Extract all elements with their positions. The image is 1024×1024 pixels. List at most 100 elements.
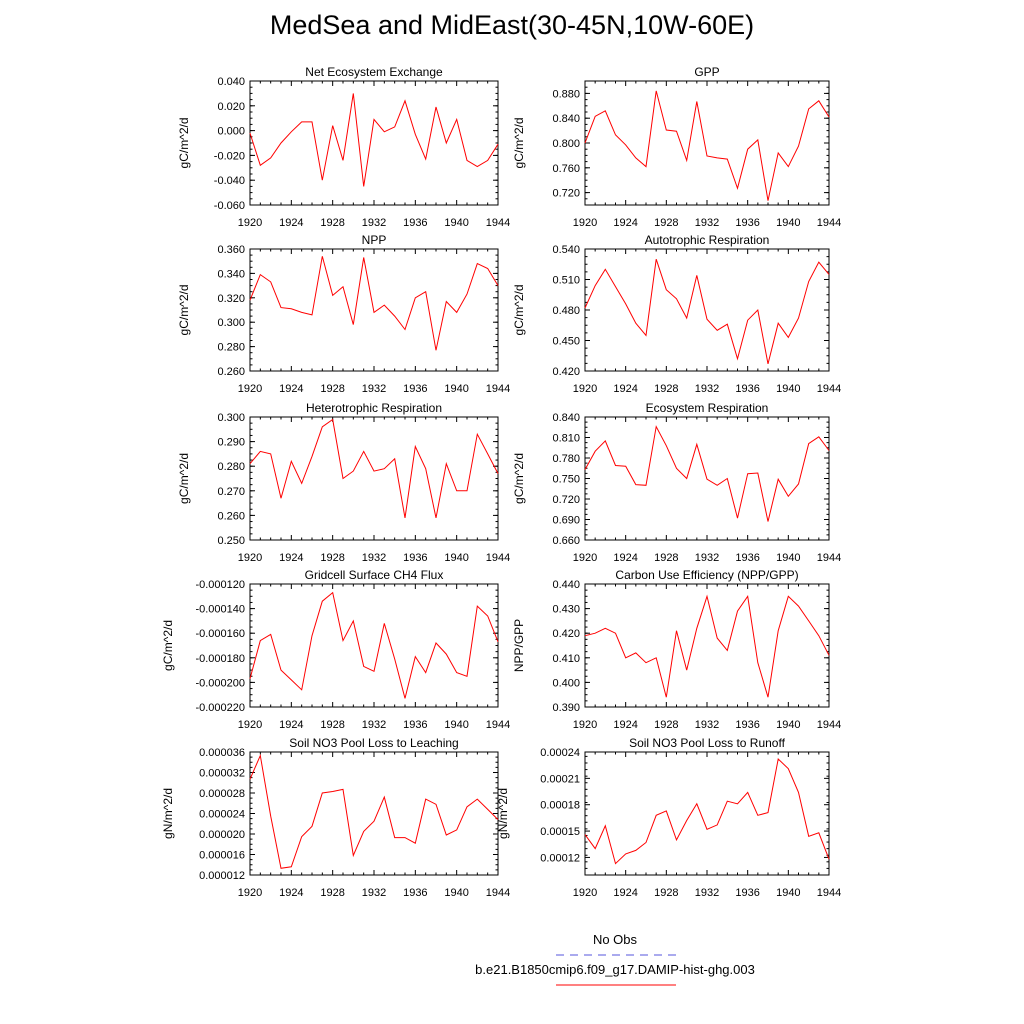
y-tick-label: 0.000024 [199, 809, 245, 821]
x-tick-label: 1936 [403, 887, 427, 899]
y-tick-label: 0.020 [217, 101, 245, 113]
x-tick-label: 1932 [695, 887, 719, 899]
x-tick-label: 1924 [279, 719, 303, 731]
y-tick-label: 0.260 [217, 510, 245, 522]
x-tick-label: 1936 [735, 719, 759, 731]
x-tick-label: 1932 [695, 217, 719, 229]
x-tick-label: 1944 [817, 719, 841, 731]
figure-title: MedSea and MidEast(30-45N,10W-60E) [269, 10, 755, 40]
y-tick-label: 0.390 [552, 702, 580, 714]
chart-panel: Ecosystem Respiration gC/m^2/d 0.840 0.810 0… [512, 401, 841, 564]
series-line [584, 425, 830, 522]
panel-title: Heterotrophic Respiration [306, 401, 442, 415]
y-tick-label: 0.440 [552, 579, 580, 591]
y-tick-label: 0.270 [217, 486, 245, 498]
x-tick-label: 1944 [486, 217, 510, 229]
series-line [584, 90, 830, 201]
panel-title: Gridcell Surface CH4 Flux [305, 568, 444, 582]
y-tick-label: 0.690 [552, 515, 580, 527]
plot-frame [584, 248, 830, 372]
chart-panel: Net Ecosystem Exchange gC/m^2/d 0.040 0.020… [177, 65, 510, 229]
y-tick-label: -0.040 [214, 175, 245, 187]
y-tick-label: 0.290 [217, 437, 245, 449]
series-line [249, 753, 499, 869]
x-tick-label: 1932 [362, 217, 386, 229]
x-tick-label: 1920 [573, 552, 597, 564]
series-line [249, 93, 499, 187]
x-tick-label: 1932 [362, 719, 386, 731]
x-tick-label: 1928 [320, 217, 344, 229]
panel-title: Autotrophic Respiration [645, 233, 770, 247]
plot-frame [249, 80, 499, 206]
y-tick-label: 0.840 [552, 412, 580, 424]
x-tick-label: 1920 [573, 887, 597, 899]
panel-title: Ecosystem Respiration [646, 401, 769, 415]
x-tick-label: 1928 [320, 552, 344, 564]
series-line [584, 758, 830, 865]
x-tick-label: 1928 [320, 887, 344, 899]
x-tick-label: 1944 [817, 552, 841, 564]
y-axis-label: gC/m^2/d [177, 118, 191, 169]
chart-panel: Autotrophic Respiration gC/m^2/d 0.540 0.51… [512, 233, 841, 395]
plot-frame [584, 583, 830, 708]
chart-panel: Soil NO3 Pool Loss to Leaching gN/m^2/d 0.… [161, 736, 510, 899]
x-tick-label: 1924 [613, 887, 637, 899]
plot-frame [249, 583, 499, 708]
x-tick-label: 1920 [238, 887, 262, 899]
x-tick-label: 1920 [238, 383, 262, 395]
y-axis-label: gC/m^2/d [177, 453, 191, 504]
y-tick-label: 0.840 [552, 113, 580, 125]
x-tick-label: 1924 [613, 552, 637, 564]
x-tick-label: 1940 [444, 552, 468, 564]
y-tick-label: 0.00021 [540, 773, 580, 785]
x-tick-label: 1936 [735, 887, 759, 899]
x-tick-label: 1924 [279, 217, 303, 229]
x-tick-label: 1936 [403, 217, 427, 229]
y-axis-label: gC/m^2/d [161, 620, 175, 671]
x-tick-label: 1924 [279, 383, 303, 395]
y-tick-label: 0.750 [552, 474, 580, 486]
x-tick-label: 1920 [573, 719, 597, 731]
x-tick-label: 1920 [573, 217, 597, 229]
legend-model-label: b.e21.B1850cmip6.f09_g17.DAMIP-hist-ghg.… [475, 962, 755, 977]
x-tick-label: 1928 [654, 383, 678, 395]
y-tick-label: -0.000140 [195, 604, 245, 616]
y-tick-label: 0.410 [552, 653, 580, 665]
x-tick-label: 1944 [486, 383, 510, 395]
x-tick-label: 1936 [403, 552, 427, 564]
y-tick-label: 0.450 [552, 336, 580, 348]
y-tick-label: 0.00012 [540, 852, 580, 864]
y-tick-label: 0.280 [217, 342, 245, 354]
x-tick-label: 1932 [695, 383, 719, 395]
y-axis-label: NPP/GPP [512, 619, 526, 672]
x-tick-label: 1924 [279, 887, 303, 899]
panel-title: Soil NO3 Pool Loss to Runoff [629, 736, 786, 750]
x-tick-label: 1924 [613, 217, 637, 229]
series-line [249, 591, 499, 699]
x-tick-label: 1932 [695, 719, 719, 731]
y-tick-label: 0.040 [217, 76, 245, 88]
y-tick-label: 0.00018 [540, 800, 580, 812]
y-tick-label: 0.810 [552, 433, 580, 445]
y-tick-label: 0.000016 [199, 850, 245, 862]
x-tick-label: 1940 [776, 217, 800, 229]
x-tick-label: 1940 [444, 217, 468, 229]
y-tick-label: 0.320 [217, 293, 245, 305]
x-tick-label: 1940 [776, 719, 800, 731]
series-line [584, 594, 830, 698]
x-tick-label: 1936 [403, 383, 427, 395]
x-tick-label: 1920 [573, 383, 597, 395]
chart-panel: Soil NO3 Pool Loss to Runoff gN/m^2/d 0.00… [496, 736, 841, 899]
x-tick-label: 1928 [654, 887, 678, 899]
y-tick-label: 0.760 [552, 163, 580, 175]
series-line [584, 259, 830, 365]
x-tick-label: 1936 [735, 217, 759, 229]
y-tick-label: 0.880 [552, 88, 580, 100]
y-tick-label: 0.000012 [199, 870, 245, 882]
x-tick-label: 1944 [486, 887, 510, 899]
y-tick-label: 0.540 [552, 244, 580, 256]
y-tick-label: 0.000 [217, 126, 245, 138]
x-tick-label: 1940 [776, 887, 800, 899]
series-line [249, 256, 499, 351]
